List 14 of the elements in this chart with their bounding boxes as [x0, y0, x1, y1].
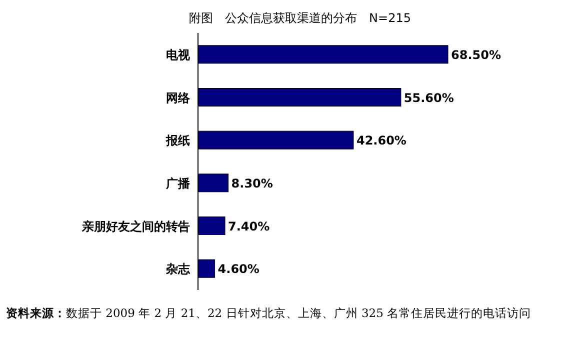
data-label: 4.60%	[218, 262, 260, 276]
data-label: 7.40%	[228, 219, 270, 234]
data-label: 68.50%	[451, 48, 501, 62]
y-tick-label: 广播	[165, 176, 191, 190]
y-tick-label: 电视	[166, 48, 191, 62]
text: 资料来源：数据于 2009 年 2 月 21、22 日针对北京、上海、广州 325 名常住居民进行的电话访问	[6, 305, 532, 322]
data-label: 42.60%	[356, 134, 406, 148]
y-tick-label: 亲朋好友之间的转告	[81, 219, 190, 234]
chart-title: 附图 公众信息获取渠道的分布 N=215	[189, 11, 411, 25]
y-tick-label: 杂志	[165, 262, 191, 276]
y-tick-label: 网络	[166, 90, 191, 105]
y-tick-label: 报纸	[165, 134, 190, 148]
data-label: 8.30%	[231, 176, 273, 190]
data-label: 55.60%	[404, 90, 454, 105]
